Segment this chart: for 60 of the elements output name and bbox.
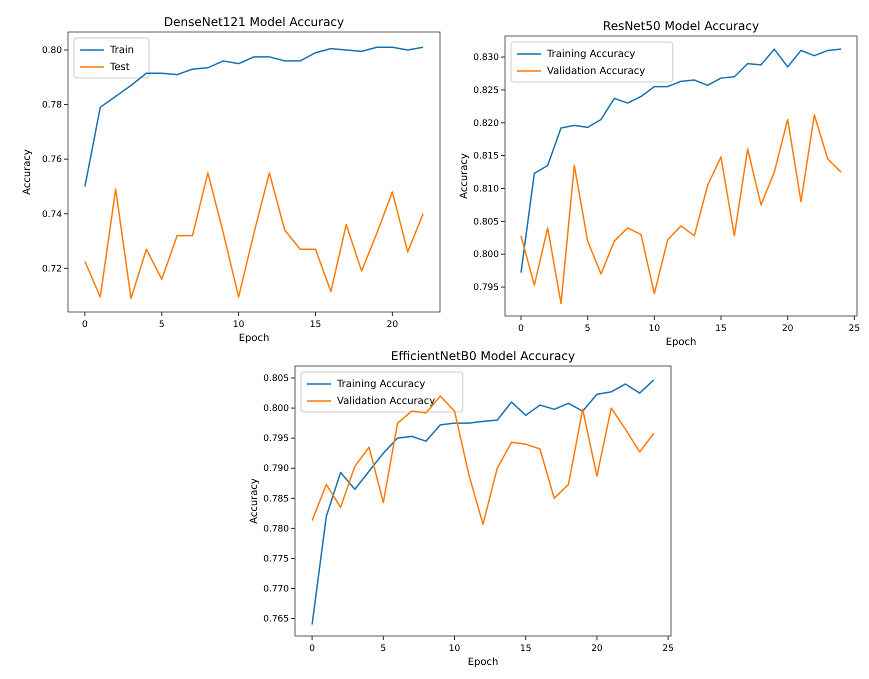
y-tick-label: 0.800 bbox=[473, 250, 500, 260]
y-tick-label: 0.795 bbox=[263, 434, 289, 444]
y-tick-label: 0.800 bbox=[263, 404, 290, 414]
line-series bbox=[311, 395, 655, 525]
y-tick-label: 0.785 bbox=[263, 494, 289, 504]
x-tick-label: 15 bbox=[310, 320, 322, 330]
y-tick-label: 0.770 bbox=[263, 584, 290, 594]
y-tick-label: 0.76 bbox=[42, 155, 62, 166]
x-tick-label: 15 bbox=[520, 644, 532, 654]
legend-label: Training Accuracy bbox=[336, 379, 426, 390]
chart-title: ResNet50 Model Accuracy bbox=[602, 19, 760, 33]
line-series bbox=[84, 172, 424, 300]
x-tick-label: 5 bbox=[158, 320, 165, 330]
x-axis-title: Epoch bbox=[238, 333, 270, 344]
y-tick-label: 0.780 bbox=[263, 524, 290, 534]
y-tick-label: 0.795 bbox=[473, 283, 499, 294]
y-tick-label: 0.815 bbox=[473, 152, 499, 162]
legend-label: Validation Accuracy bbox=[337, 396, 436, 407]
x-tick-label: 10 bbox=[232, 320, 245, 330]
y-tick-label: 0.790 bbox=[263, 464, 290, 474]
y-axis-title: Accuracy bbox=[22, 149, 33, 195]
x-tick-label: 10 bbox=[648, 324, 660, 334]
legend-label: Test bbox=[109, 62, 130, 73]
legend-label: Validation Accuracy bbox=[547, 66, 646, 77]
y-tick-label: 0.765 bbox=[263, 614, 289, 625]
x-tick-label: 25 bbox=[662, 644, 674, 654]
chart-title: EfficientNetB0 Model Accuracy bbox=[390, 349, 576, 363]
chart-title: DenseNet121 Model Accuracy bbox=[164, 15, 344, 29]
line-series bbox=[520, 114, 842, 304]
x-tick-label: 0 bbox=[82, 320, 88, 330]
x-tick-label: 25 bbox=[848, 324, 860, 334]
x-axis-title: Epoch bbox=[468, 657, 498, 668]
y-tick-label: 0.80 bbox=[42, 46, 62, 56]
y-tick-label: 0.810 bbox=[473, 184, 500, 194]
y-tick-label: 0.805 bbox=[473, 217, 499, 228]
x-tick-label: 0 bbox=[309, 644, 316, 654]
x-tick-label: 15 bbox=[715, 324, 727, 334]
y-tick-label: 0.830 bbox=[473, 53, 500, 64]
line-series bbox=[84, 46, 424, 188]
y-tick-label: 0.805 bbox=[263, 374, 289, 384]
y-axis-title: Accuracy bbox=[249, 478, 260, 524]
x-tick-label: 20 bbox=[386, 320, 398, 330]
y-tick-label: 0.820 bbox=[473, 118, 500, 129]
x-tick-label: 20 bbox=[782, 324, 794, 334]
y-axis-title: Accuracy bbox=[459, 153, 470, 199]
y-tick-label: 0.825 bbox=[473, 86, 499, 96]
legend-label: Training Accuracy bbox=[546, 49, 636, 60]
y-tick-label: 0.72 bbox=[42, 264, 62, 274]
x-axis-title: Epoch bbox=[666, 337, 696, 348]
x-tick-label: 0 bbox=[518, 324, 524, 334]
line-series bbox=[311, 379, 655, 626]
legend-label: Train bbox=[109, 45, 134, 56]
y-tick-label: 0.74 bbox=[42, 210, 62, 220]
x-tick-label: 20 bbox=[591, 644, 603, 654]
line-series bbox=[520, 48, 842, 274]
x-tick-label: 10 bbox=[448, 644, 461, 654]
y-tick-label: 0.775 bbox=[263, 554, 289, 564]
x-tick-label: 5 bbox=[380, 644, 386, 654]
x-tick-label: 5 bbox=[584, 324, 591, 334]
y-tick-label: 0.78 bbox=[42, 100, 62, 111]
